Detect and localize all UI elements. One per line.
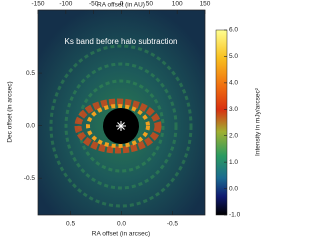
x-tick-label: 0.0: [117, 221, 126, 228]
chart: Ks band before halo subtraction RA offse…: [7, 1, 262, 238]
x2-tick-label: 0: [120, 1, 124, 8]
colorbar-tick-label: -1.0: [229, 212, 241, 219]
x-axis-label: RA offset (in arcsec): [92, 231, 150, 238]
y-axis-label: Dec offset (in arcsec): [7, 81, 14, 142]
x2-tick-label: -100: [59, 1, 72, 8]
colorbar-label: Intensity in mJy/arcsec²: [255, 87, 262, 156]
colorbar-tick-label: 6.0: [229, 27, 238, 34]
colorbar-tick-label: 0.0: [229, 185, 238, 192]
x2-tick-label: 150: [200, 1, 211, 8]
x2-axis-label: RA offset (in AU): [97, 2, 145, 9]
colorbar-tick-label: 5.0: [229, 53, 238, 60]
colorbar: [215, 29, 228, 216]
x-tick-label: 0.5: [66, 221, 75, 228]
image: [38, 10, 205, 215]
x2-tick-label: -150: [31, 1, 44, 8]
x2-tick-label: 100: [172, 1, 183, 8]
y-tick-label: 0.5: [26, 70, 35, 77]
colorbar-tick-label: 3.0: [229, 106, 238, 113]
y-tick-label: -0.5: [24, 175, 36, 182]
colorbar-tick-label: 1.0: [229, 159, 238, 166]
colorbar-tick-label: 2.0: [229, 132, 238, 139]
colorbar-tick-label: 4.0: [229, 80, 238, 87]
x-tick-label: -0.5: [167, 221, 179, 228]
x2-tick-label: 50: [146, 1, 154, 8]
y-tick-label: 0.0: [26, 122, 35, 129]
chart-title: Ks band before halo subtraction: [65, 37, 178, 46]
x2-tick-label: -50: [89, 1, 99, 8]
